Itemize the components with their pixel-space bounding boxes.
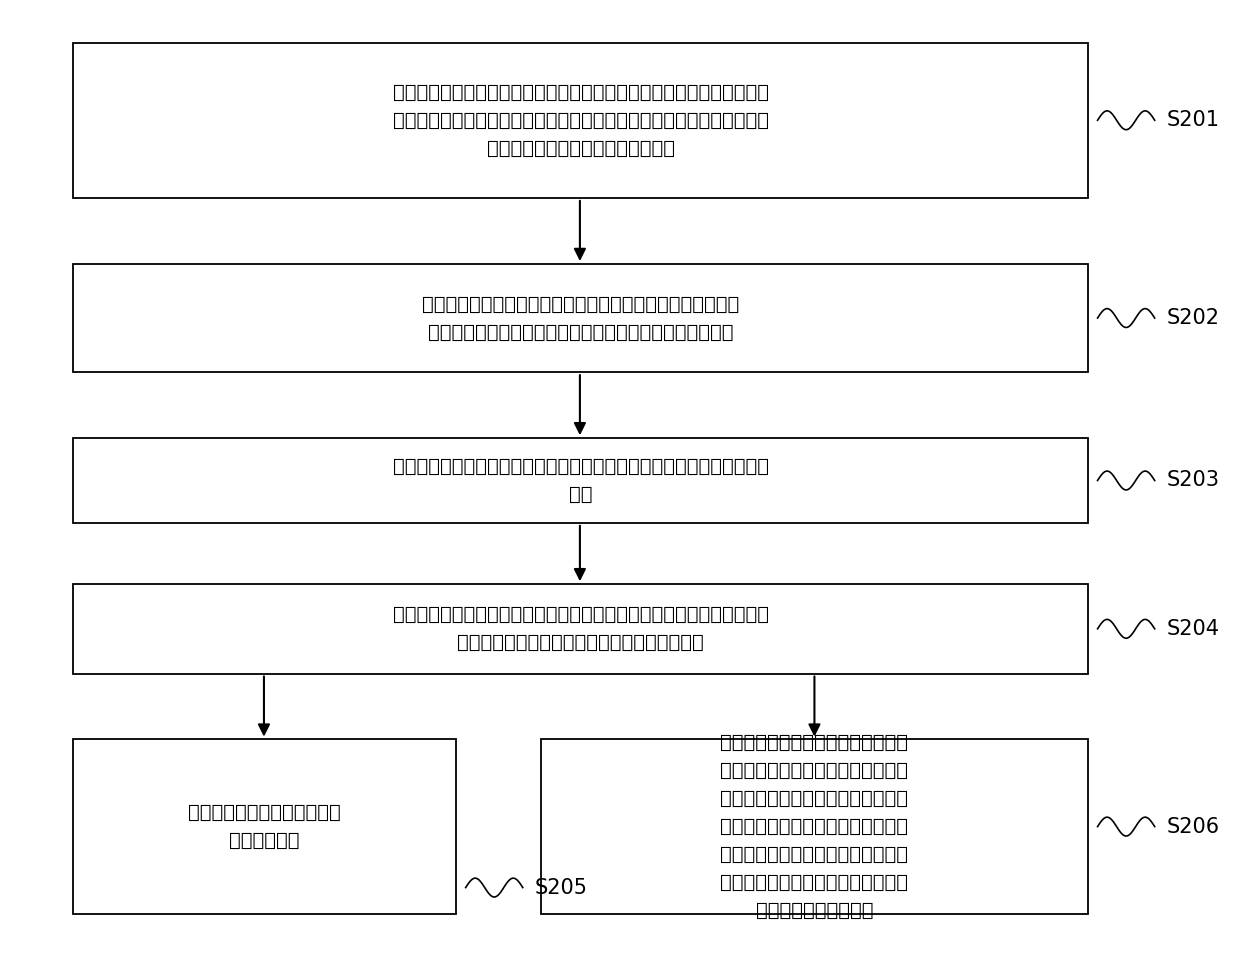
Text: S201: S201 [1167, 111, 1220, 131]
Text: 确定多条卫星间预切换路径各自对应的卫星间切换次数以及馈电切换相关
信息: 确定多条卫星间预切换路径各自对应的卫星间切换次数以及馈电切换相关 信息 [393, 457, 769, 504]
FancyBboxPatch shape [73, 740, 456, 914]
Text: S204: S204 [1167, 619, 1220, 639]
FancyBboxPatch shape [73, 42, 1087, 198]
Text: 基于多个卫星分别对应的卫星星历以及目标终端的位置信息和速度信息，
确定经过目标终端的多个过顶卫星以及目标终端在多个过顶卫星各自的信
号覆盖范围内对应的可驻留时间: 基于多个卫星分别对应的卫星星历以及目标终端的位置信息和速度信息， 确定经过目标终… [393, 83, 769, 158]
Text: S206: S206 [1167, 817, 1220, 837]
Text: 依据逻辑函数的多个关键输入信号各
自的输入时间标签，以及逻辑函数针
对多个关键输入信号的输出时间标签
，确定逻辑函数的多个关键输入信号
各自的输入时间标签与相应: 依据逻辑函数的多个关键输入信号各 自的输入时间标签，以及逻辑函数针 对多个关键输… [720, 733, 909, 920]
Text: S205: S205 [534, 877, 588, 898]
FancyBboxPatch shape [73, 264, 1087, 372]
FancyBboxPatch shape [73, 584, 1087, 674]
Text: S202: S202 [1167, 308, 1220, 328]
Text: 依据多条卫星预切换路径各自对应的卫星间切换次数和馈电切换相关信息
，在多条卫星间预切换路径中确定推荐切换路径: 依据多条卫星预切换路径各自对应的卫星间切换次数和馈电切换相关信息 ，在多条卫星间… [393, 605, 769, 653]
Text: S203: S203 [1167, 471, 1220, 490]
Text: 依据推荐切换路径向目标终端
提供通信服务: 依据推荐切换路径向目标终端 提供通信服务 [188, 803, 341, 850]
FancyBboxPatch shape [73, 438, 1087, 523]
FancyBboxPatch shape [541, 740, 1087, 914]
Text: 依据目标终端在多个过顶卫星各自的信号覆盖范围内对应的可
驻留时间信息，生成针对目标终端的多条卫星间预切换路径: 依据目标终端在多个过顶卫星各自的信号覆盖范围内对应的可 驻留时间信息，生成针对目… [422, 294, 739, 341]
